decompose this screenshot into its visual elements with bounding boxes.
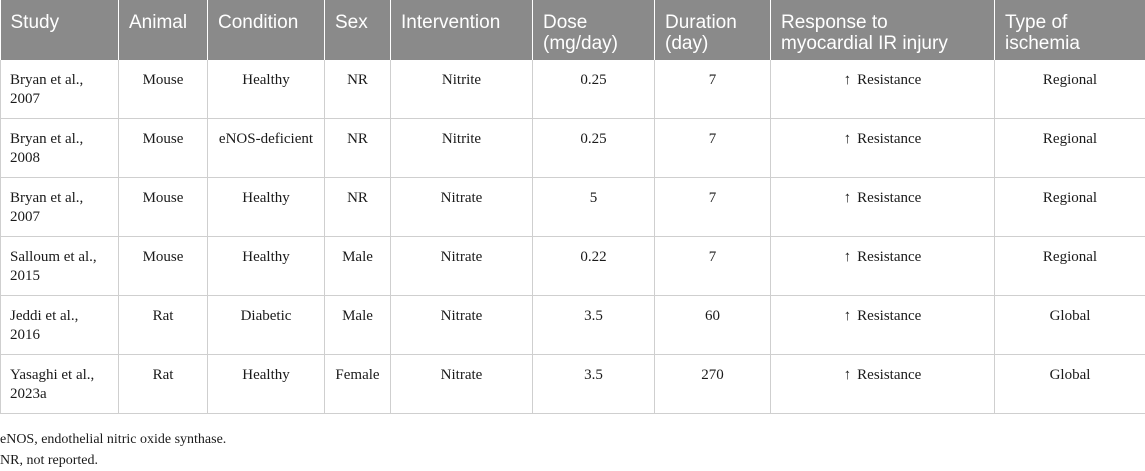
condition-cell: Healthy bbox=[207, 236, 325, 296]
footnotes: eNOS, endothelial nitric oxide synthase.… bbox=[0, 429, 226, 471]
sex-cell: Male bbox=[324, 295, 391, 355]
up-arrow-icon: ↑ bbox=[843, 190, 852, 206]
dose-cell: 3.5 bbox=[532, 295, 655, 355]
dose-cell: 0.25 bbox=[532, 60, 655, 119]
intervention-cell: Nitrate bbox=[390, 295, 533, 355]
study-cell: Yasaghi et al., 2023a bbox=[0, 354, 119, 414]
duration-cell: 270 bbox=[654, 354, 771, 414]
intervention-cell: Nitrate bbox=[390, 236, 533, 296]
response-text: Resistance bbox=[857, 72, 922, 88]
ischemia-cell: Global bbox=[994, 354, 1145, 414]
intervention-cell: Nitrate bbox=[390, 177, 533, 237]
dose-cell: 0.25 bbox=[532, 118, 655, 178]
column-header: Type of ischemia bbox=[994, 0, 1145, 60]
up-arrow-icon: ↑ bbox=[843, 249, 852, 265]
ischemia-cell: Regional bbox=[994, 236, 1145, 296]
intervention-cell: Nitrite bbox=[390, 60, 533, 119]
dose-cell: 3.5 bbox=[532, 354, 655, 414]
footnote-enos: eNOS, endothelial nitric oxide synthase. bbox=[0, 432, 227, 447]
dose-cell: 0.22 bbox=[532, 236, 655, 296]
column-header: Animal bbox=[118, 0, 208, 60]
column-header: Condition bbox=[207, 0, 325, 60]
up-arrow-icon: ↑ bbox=[843, 72, 852, 88]
table-row: Yasaghi et al., 2023a Rat Healthy Female Nit… bbox=[0, 354, 1145, 414]
study-cell: Bryan et al., 2008 bbox=[0, 118, 119, 178]
animal-cell: Mouse bbox=[118, 118, 208, 178]
up-arrow-icon: ↑ bbox=[843, 308, 852, 324]
intervention-cell: Nitrite bbox=[390, 118, 533, 178]
ischemia-cell: Regional bbox=[994, 60, 1145, 119]
ischemia-cell: Global bbox=[994, 295, 1145, 355]
sex-cell: NR bbox=[324, 60, 391, 119]
condition-cell: Healthy bbox=[207, 354, 325, 414]
column-header: Dose (mg/day) bbox=[532, 0, 655, 60]
response-text: Resistance bbox=[857, 131, 922, 147]
ischemia-cell: Regional bbox=[994, 118, 1145, 178]
duration-cell: 7 bbox=[654, 236, 771, 296]
footnote-nr: NR, not reported. bbox=[0, 453, 98, 468]
animal-cell: Mouse bbox=[118, 60, 208, 119]
response-text: Resistance bbox=[857, 367, 922, 383]
table-row: Jeddi et al., 2016 Rat Diabetic Male Nitrate… bbox=[0, 295, 1145, 355]
intervention-cell: Nitrate bbox=[390, 354, 533, 414]
response-text: Resistance bbox=[857, 190, 922, 206]
study-cell: Bryan et al., 2007 bbox=[0, 60, 119, 119]
duration-cell: 60 bbox=[654, 295, 771, 355]
condition-cell: Diabetic bbox=[207, 295, 325, 355]
table-body: Bryan et al., 2007 Mouse Healthy NR Nitrite 0… bbox=[0, 60, 1145, 414]
column-header: Duration (day) bbox=[654, 0, 771, 60]
animal-cell: Mouse bbox=[118, 236, 208, 296]
duration-cell: 7 bbox=[654, 60, 771, 119]
condition-cell: eNOS-deficient bbox=[207, 118, 325, 178]
study-cell: Jeddi et al., 2016 bbox=[0, 295, 119, 355]
animal-cell: Rat bbox=[118, 354, 208, 414]
response-cell: ↑ Resistance bbox=[770, 354, 995, 414]
sex-cell: Male bbox=[324, 236, 391, 296]
ischemia-cell: Regional bbox=[994, 177, 1145, 237]
sex-cell: NR bbox=[324, 177, 391, 237]
column-header: Sex bbox=[324, 0, 391, 60]
animal-cell: Mouse bbox=[118, 177, 208, 237]
data-table: Study Animal Condition Sex Intervention Dose … bbox=[0, 0, 1145, 414]
dose-cell: 5 bbox=[532, 177, 655, 237]
study-cell: Salloum et al., 2015 bbox=[0, 236, 119, 296]
condition-cell: Healthy bbox=[207, 177, 325, 237]
response-cell: ↑ Resistance bbox=[770, 295, 995, 355]
table-header: Study Animal Condition Sex Intervention Dose … bbox=[0, 0, 1145, 60]
sex-cell: NR bbox=[324, 118, 391, 178]
response-cell: ↑ Resistance bbox=[770, 236, 995, 296]
study-cell: Bryan et al., 2007 bbox=[0, 177, 119, 237]
up-arrow-icon: ↑ bbox=[843, 367, 852, 383]
table-row: Salloum et al., 2015 Mouse Healthy Male Nitr… bbox=[0, 236, 1145, 296]
response-cell: ↑ Resistance bbox=[770, 118, 995, 178]
condition-cell: Healthy bbox=[207, 60, 325, 119]
table-row: Bryan et al., 2007 Mouse Healthy NR Nitrate 5… bbox=[0, 177, 1145, 237]
header-row: Study Animal Condition Sex Intervention Dose … bbox=[0, 0, 1145, 60]
column-header: Intervention bbox=[390, 0, 533, 60]
column-header: Response to myocardial IR injury bbox=[770, 0, 995, 60]
animal-cell: Rat bbox=[118, 295, 208, 355]
response-text: Resistance bbox=[857, 249, 922, 265]
sex-cell: Female bbox=[324, 354, 391, 414]
response-cell: ↑ Resistance bbox=[770, 60, 995, 119]
response-text: Resistance bbox=[857, 308, 922, 324]
column-header: Study bbox=[0, 0, 119, 60]
table-row: Bryan et al., 2008 Mouse eNOS-deficient NR N… bbox=[0, 118, 1145, 178]
duration-cell: 7 bbox=[654, 118, 771, 178]
table-row: Bryan et al., 2007 Mouse Healthy NR Nitrite 0… bbox=[0, 60, 1145, 119]
duration-cell: 7 bbox=[654, 177, 771, 237]
up-arrow-icon: ↑ bbox=[843, 131, 852, 147]
response-cell: ↑ Resistance bbox=[770, 177, 995, 237]
